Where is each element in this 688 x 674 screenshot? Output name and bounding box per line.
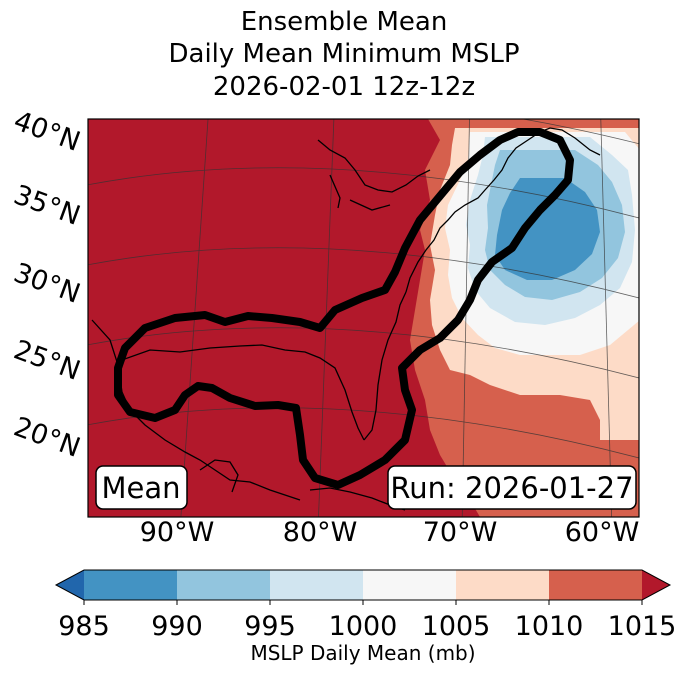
lat-tick-label: 25°N: [10, 334, 85, 386]
parallel-30: [88, 247, 639, 299]
lon-tick-label: 80°W: [283, 517, 358, 548]
lat-tick-label: 30°N: [10, 257, 85, 309]
band-985: [495, 178, 600, 280]
meridian-90: [180, 119, 209, 517]
title-line-3: 2026-02-01 12z-12z: [212, 72, 476, 102]
colorbar-tick-label: 1005: [422, 611, 491, 642]
run-label-frame: [387, 465, 637, 510]
parallel-25: [88, 327, 639, 379]
colorbar-tick-label: 1015: [608, 611, 677, 642]
colorbar-segment-995-1000: [270, 570, 364, 600]
colorbar: 985 990 995 1000 1005 1010 1015 MSLP Daily Mea…: [54, 569, 676, 665]
lat-tick-label: 20°N: [10, 411, 85, 463]
lon-tick-label: 70°W: [423, 517, 498, 548]
us-gulf-north: [121, 344, 365, 441]
colorbar-tick-label: 995: [244, 611, 296, 642]
colorbar-extend-under: [56, 570, 84, 600]
colorbar-extend-over: [642, 570, 670, 600]
east-coast: [405, 127, 601, 293]
parallel-20: [88, 407, 639, 459]
mean-label: Mean: [101, 471, 180, 505]
lat-tick-label: 40°N: [10, 105, 85, 157]
colorbar-label: MSLP Daily Mean (mb): [250, 641, 475, 665]
region-outline: [114, 128, 574, 489]
colorbar-segment-990-995: [177, 570, 271, 600]
colorbar-segment-1010-1015: [549, 570, 643, 600]
colorbar-tick-label: 1000: [329, 611, 398, 642]
run-label: Run: 2026-01-27: [390, 471, 633, 505]
mean-label-box: Mean: [95, 465, 188, 510]
parallel-35: [88, 167, 639, 219]
yucatan: [199, 459, 239, 493]
colorbar-segment-1005-1010: [456, 570, 550, 600]
lat-axis: 40°N 35°N 30°N 25°N 20°N: [10, 105, 85, 463]
pressure-field: [410, 119, 639, 517]
title-line-1: Ensemble Mean: [240, 7, 448, 37]
lon-axis: 90°W 80°W 70°W 60°W: [140, 517, 640, 548]
run-label-box: Run: 2026-01-27: [387, 465, 637, 510]
colorbar-ticks: 985 990 995 1000 1005 1010 1015: [58, 600, 676, 642]
lon-tick-label: 60°W: [565, 517, 640, 548]
meridian-80: [318, 119, 335, 517]
great-lakes: [317, 139, 431, 211]
lon-tick-label: 90°W: [140, 517, 215, 548]
florida-east: [363, 291, 407, 441]
mean-label-frame: [95, 465, 188, 510]
lat-tick-label: 35°N: [10, 179, 85, 231]
colorbar-tick-label: 1010: [515, 611, 584, 642]
meridian-60: [600, 119, 613, 517]
parallel-40: [520, 119, 639, 145]
colorbar-segments: [84, 570, 643, 600]
map-panel: Mean Run: 2026-01-27: [88, 119, 639, 517]
colorbar-segment-985-990: [84, 570, 178, 600]
map-frame: [87, 118, 640, 518]
colorbar-tick-label: 990: [151, 611, 203, 642]
title-line-2: Daily Mean Minimum MSLP: [168, 39, 520, 69]
colorbar-segment-1000-1005: [363, 570, 457, 600]
colorbar-tick-label: 985: [58, 611, 110, 642]
